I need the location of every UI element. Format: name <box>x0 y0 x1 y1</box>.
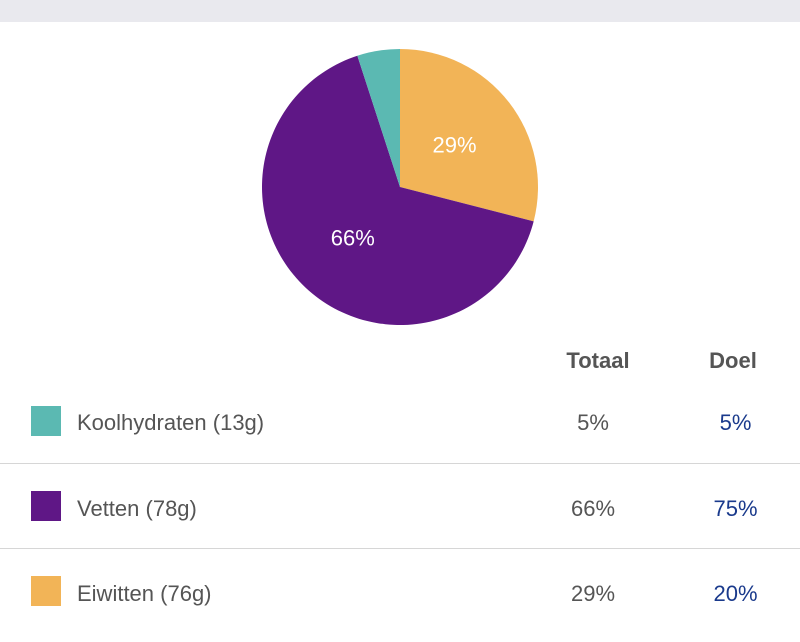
pie-svg: 29% 66% <box>262 49 538 325</box>
row-goal-carbs: 5% <box>719 410 752 435</box>
row-total-carbs: 5% <box>577 410 609 435</box>
pie-slice-eiwitten <box>400 49 538 222</box>
table-row-fats: Vetten (78g) 66% 75% <box>0 464 800 548</box>
table-row-carbs: Koolhydraten (13g) 5% 5% <box>0 380 800 464</box>
legend-swatch-protein <box>31 576 61 606</box>
pie-label-eiwitten: 29% <box>432 133 476 158</box>
row-divider <box>0 463 800 464</box>
row-goal-fats: 75% <box>713 496 758 521</box>
top-bar <box>0 0 800 22</box>
legend-swatch-carbs <box>31 406 61 436</box>
legend-swatch-fats <box>31 491 61 521</box>
row-label-fats: Vetten (78g) <box>77 496 197 521</box>
pie-slice-koolhydraten <box>357 49 400 187</box>
column-header-total: Totaal <box>566 348 630 373</box>
table-row-protein: Eiwitten (76g) 29% 20% <box>0 549 800 633</box>
row-goal-protein: 20% <box>713 581 758 606</box>
macro-pie-chart: 29% 66% <box>0 22 800 340</box>
pie-label-vetten: 66% <box>331 225 375 250</box>
row-label-carbs: Koolhydraten (13g) <box>77 410 265 435</box>
row-divider <box>0 548 800 549</box>
column-header-goal: Doel <box>709 348 757 373</box>
pie-slice-vetten <box>262 55 534 325</box>
row-label-protein: Eiwitten (76g) <box>77 581 212 606</box>
row-total-protein: 29% <box>570 581 616 606</box>
row-total-fats: 66% <box>570 496 616 521</box>
